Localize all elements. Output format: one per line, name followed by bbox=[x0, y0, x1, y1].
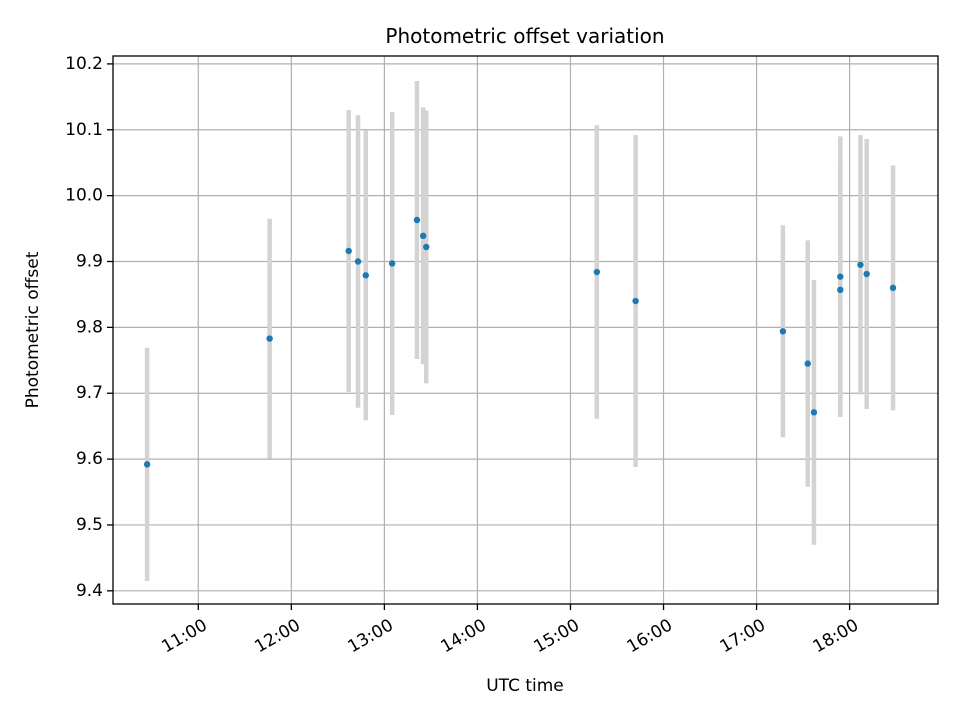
y-tick-label: 9.4 bbox=[76, 581, 103, 601]
y-axis-label: Photometric offset bbox=[23, 251, 43, 408]
y-tick-label: 10.0 bbox=[65, 186, 103, 206]
data-point bbox=[413, 216, 421, 224]
data-point bbox=[810, 409, 818, 416]
data-point bbox=[345, 247, 352, 255]
x-tick-label: 15:00 bbox=[531, 615, 583, 657]
x-tick-label: 18:00 bbox=[810, 615, 862, 657]
plot-frame bbox=[112, 55, 939, 605]
point-layer bbox=[143, 216, 897, 468]
x-tick-label: 11:00 bbox=[158, 615, 210, 657]
data-point bbox=[857, 261, 864, 268]
data-point bbox=[593, 268, 601, 276]
data-point bbox=[779, 328, 787, 335]
y-tick-label: 9.9 bbox=[76, 252, 103, 272]
data-point bbox=[266, 335, 273, 342]
data-point bbox=[423, 243, 430, 251]
tick-layer: 11:00 12:00 13:00 14:00 15:00 16:00 17:00 18:00… bbox=[65, 54, 862, 657]
x-tick-label: 17:00 bbox=[717, 615, 769, 657]
data-point bbox=[362, 272, 369, 279]
data-point bbox=[419, 232, 427, 240]
x-tick-label: 12:00 bbox=[251, 615, 303, 657]
data-point bbox=[863, 270, 870, 278]
y-tick-label: 9.8 bbox=[76, 317, 103, 337]
y-tick-label: 9.5 bbox=[76, 515, 103, 535]
data-point bbox=[804, 360, 811, 367]
chart-title: Photometric offset variation bbox=[385, 24, 664, 48]
x-tick-label: 14:00 bbox=[437, 615, 489, 657]
x-tick-label: 13:00 bbox=[344, 615, 396, 657]
y-tick-label: 9.7 bbox=[76, 383, 103, 403]
x-axis-label: UTC time bbox=[486, 676, 564, 696]
y-tick-label: 10.1 bbox=[65, 120, 103, 140]
data-point bbox=[837, 273, 844, 280]
y-tick-label: 10.2 bbox=[65, 54, 103, 74]
data-point bbox=[354, 258, 362, 265]
data-point bbox=[632, 297, 639, 305]
grid-layer bbox=[113, 56, 938, 604]
data-point bbox=[143, 461, 151, 468]
data-point bbox=[837, 286, 844, 294]
data-point bbox=[889, 284, 897, 292]
y-tick-label: 9.6 bbox=[76, 449, 103, 469]
data-point bbox=[388, 260, 396, 267]
x-tick-label: 16:00 bbox=[624, 615, 676, 657]
